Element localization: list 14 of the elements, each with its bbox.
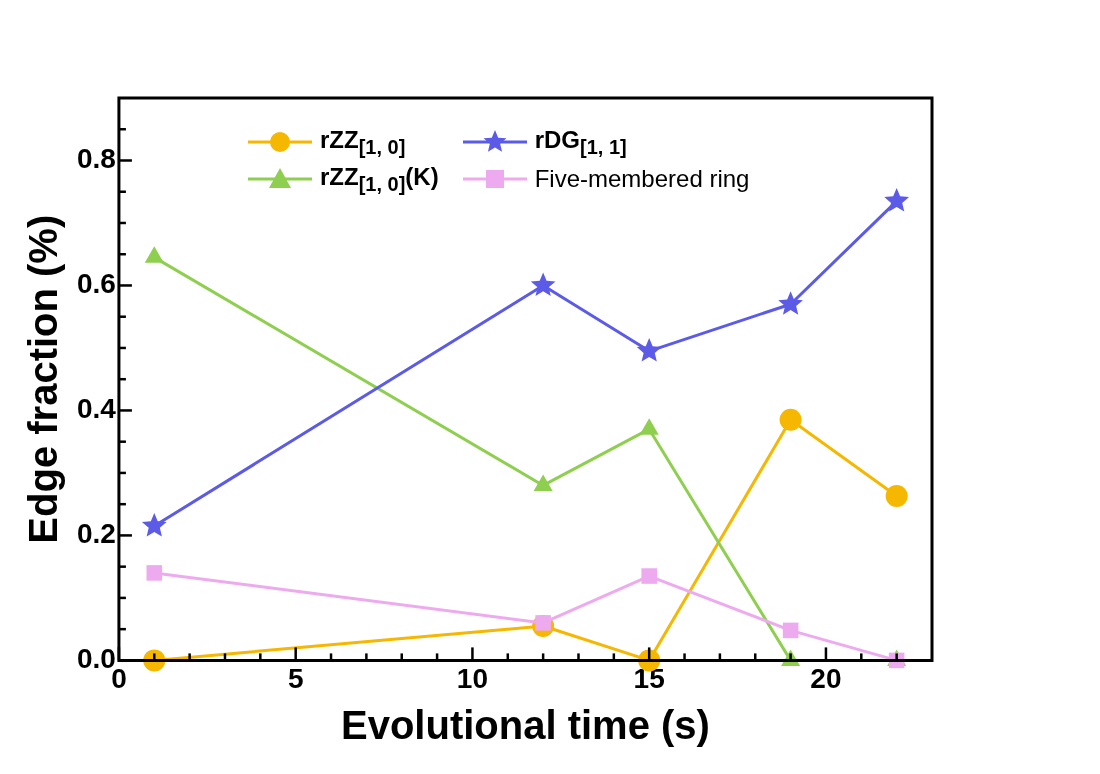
y-tick-label: 0.8 [76, 143, 116, 175]
legend-label: Five-membered ring [534, 165, 750, 194]
x-tick-label: 20 [810, 662, 842, 694]
y-tick-label: 0.6 [76, 268, 116, 300]
legend-label: rZZ$_{[1, 0]}$(K) [320, 162, 439, 196]
x-tick-label: 10 [456, 662, 489, 694]
x-tick-label: 15 [633, 662, 665, 694]
y-axis-title: Edge fraction (%) [21, 214, 66, 544]
y-tick-label: 0.2 [76, 518, 116, 550]
legend-label: rZZ$_{[1, 0]}$ [320, 126, 406, 159]
y-tick-label: 0.4 [76, 393, 117, 425]
legend-label: rDG$_{[1, 1]}$ [534, 126, 627, 159]
x-axis-title: Evolutional time (s) [340, 703, 710, 748]
x-tick-label: 5 [287, 662, 304, 694]
